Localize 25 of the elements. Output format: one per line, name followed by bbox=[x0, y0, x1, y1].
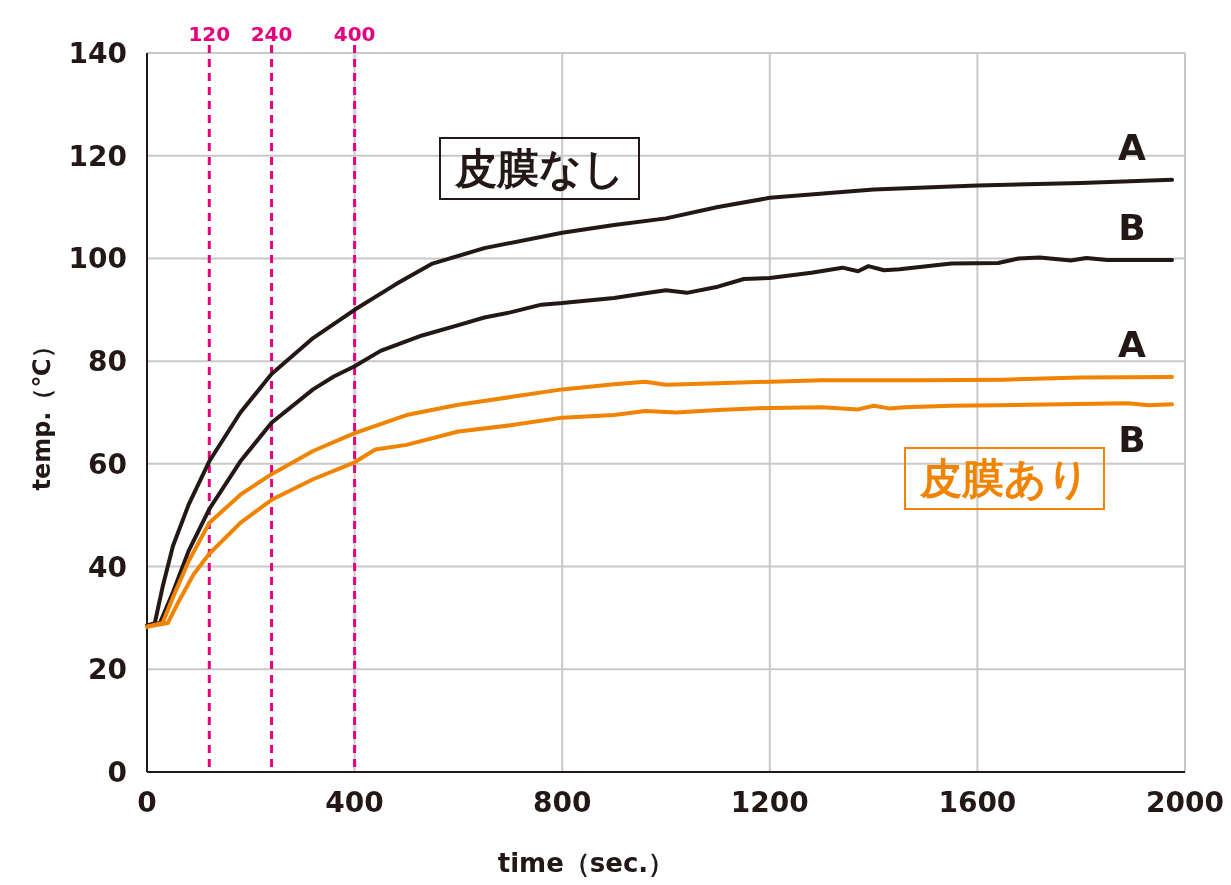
y-tick-label: 60 bbox=[88, 447, 127, 481]
y-axis-title: temp.（℃） bbox=[28, 334, 56, 491]
x-tick-label: 1200 bbox=[730, 786, 809, 819]
annotation: 皮膜あり bbox=[919, 454, 1090, 503]
ref-line-label: 400 bbox=[333, 22, 376, 46]
y-tick-label: 0 bbox=[107, 756, 127, 789]
series-label: B bbox=[1118, 206, 1146, 248]
series-label: A bbox=[1118, 126, 1147, 168]
ref-line-label: 240 bbox=[250, 22, 293, 46]
x-tick-label: 0 bbox=[137, 786, 157, 819]
y-tick-label: 20 bbox=[88, 653, 127, 687]
x-tick-label: 2000 bbox=[1146, 786, 1224, 819]
x-tick-label: 400 bbox=[325, 786, 384, 819]
ref-line-label: 120 bbox=[188, 22, 231, 46]
x-tick-label: 800 bbox=[532, 786, 592, 819]
x-tick-label: 1600 bbox=[938, 786, 1017, 819]
y-tick-label: 40 bbox=[88, 550, 127, 584]
series-label: A bbox=[1118, 324, 1147, 366]
y-tick-label: 100 bbox=[68, 242, 127, 276]
annotation: 皮膜なし bbox=[454, 144, 625, 193]
y-tick-label: 140 bbox=[68, 37, 127, 70]
x-axis-title: time（sec.） bbox=[497, 848, 675, 878]
series-label: B bbox=[1118, 419, 1146, 461]
y-tick-label: 80 bbox=[88, 345, 127, 379]
y-tick-label: 120 bbox=[68, 139, 127, 173]
